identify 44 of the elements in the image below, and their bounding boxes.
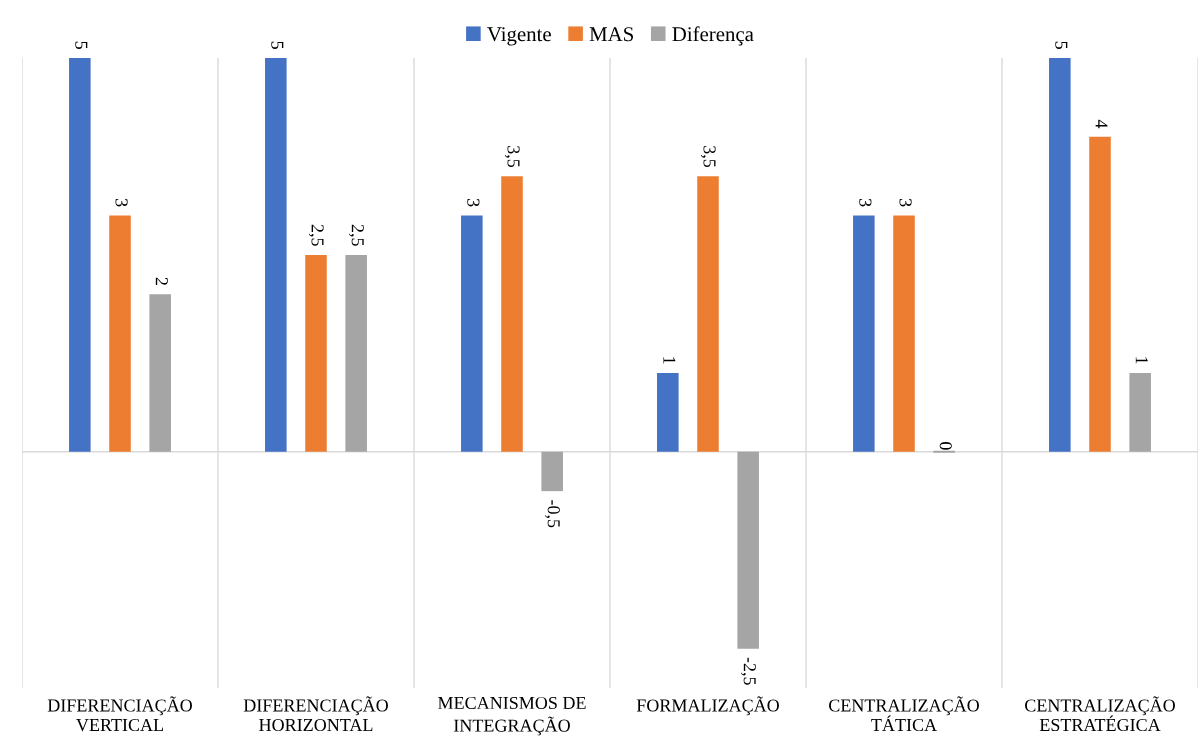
data-label: 1 [1135,357,1148,364]
data-label: 0 [939,442,952,450]
data-label: 5 [75,41,88,49]
bar [541,451,563,492]
bar [737,451,759,649]
bar [69,58,91,452]
bar [501,176,523,452]
data-label: 3 [859,199,872,207]
x-tick-label: MECANISMOS DE INTEGRAÇÃO [438,696,586,736]
data-label: 3 [899,199,912,207]
bar [461,215,483,452]
legend-label: Diferença [672,26,754,46]
data-label: -0,5 [545,500,560,528]
bar [1049,58,1071,452]
x-tick-label: FORMALIZAÇÃO [636,696,779,716]
bar [265,58,287,452]
data-label: 3,5 [700,146,716,168]
bar [345,254,367,452]
x-tick-label: CENTRALIZAÇÃO ESTRATÉGICA [1025,696,1175,732]
bar [149,294,171,452]
data-label: 3 [115,199,128,207]
data-label: 3,5 [504,146,520,168]
data-label: -2,5 [741,657,756,685]
data-label: 2 [155,277,168,285]
bar [657,373,679,452]
data-label: 3 [467,199,480,207]
bar [305,254,327,452]
bar [853,215,875,452]
x-tick-label: DIFERENCIAÇÃO VERTICAL [47,696,192,732]
data-label: 5 [1055,41,1068,49]
legend-label: MAS [589,27,633,42]
x-tick-label: DIFERENCIAÇÃO HORIZONTAL [243,696,388,732]
bar [1089,136,1111,452]
bar [1129,373,1151,452]
data-label: 1 [663,357,676,364]
x-tick-label: CENTRALIZAÇÃO TÁTICA [829,696,979,732]
bar [109,215,131,452]
legend-label: Vigente [487,27,551,46]
data-label: 5 [271,41,284,49]
data-label: 2,5 [308,224,324,246]
data-label: 4 [1095,119,1108,129]
bar [893,215,915,452]
bar [697,176,719,452]
data-label: 2,5 [349,224,364,246]
